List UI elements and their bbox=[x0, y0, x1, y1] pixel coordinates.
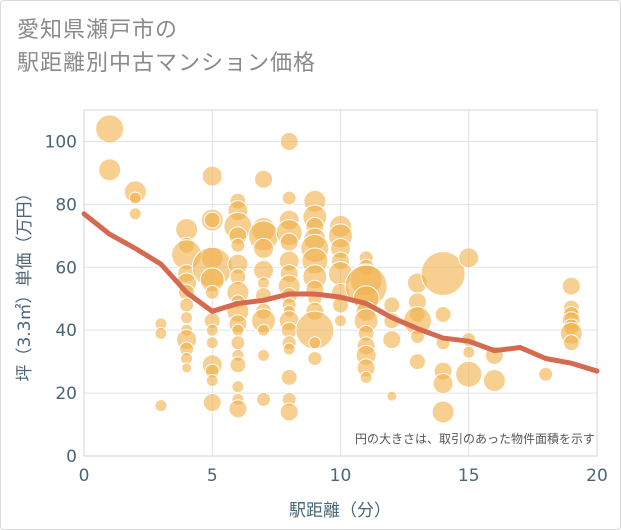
chart-title-line-2: 駅距離別中古マンション価格 bbox=[17, 51, 317, 76]
bubble-point-1 bbox=[98, 158, 122, 182]
bubble-point-132 bbox=[458, 247, 480, 269]
x-tick-labels: 0 5 10 15 20 bbox=[79, 466, 608, 486]
y-tick-labels: 0 20 40 60 80 100 bbox=[45, 132, 77, 467]
bubble-size-note: 円の大きさは、取引のあった物件面積を示す bbox=[355, 431, 595, 446]
bubble-point-135 bbox=[455, 360, 483, 388]
bubble-point-80 bbox=[280, 368, 298, 386]
bubble-point-134 bbox=[462, 345, 476, 359]
bubble-point-116 bbox=[383, 296, 401, 314]
bubble-point-39 bbox=[230, 237, 246, 253]
y-tick-label-2: 40 bbox=[55, 321, 77, 341]
bubble-point-127 bbox=[434, 305, 452, 323]
bubble-point-53 bbox=[254, 169, 274, 189]
y-tick-label-4: 80 bbox=[55, 195, 77, 215]
bubble-point-33 bbox=[205, 374, 219, 388]
bubble-point-66 bbox=[281, 190, 297, 206]
chart-title-line-1: 愛知県瀬戸市の bbox=[17, 18, 179, 43]
bubble-point-6 bbox=[154, 326, 168, 340]
y-tick-label-1: 20 bbox=[55, 384, 77, 404]
bubble-point-15 bbox=[180, 311, 194, 325]
bubble-layer bbox=[95, 114, 583, 424]
x-tick-label-3: 15 bbox=[458, 466, 480, 486]
bubble-point-4 bbox=[128, 207, 142, 221]
bubble-point-20 bbox=[181, 362, 193, 374]
bubble-point-56 bbox=[253, 237, 275, 259]
bubble-point-52 bbox=[228, 399, 248, 419]
bubble-point-130 bbox=[432, 373, 454, 395]
bubble-point-126 bbox=[420, 251, 466, 297]
bubble-point-7 bbox=[154, 399, 168, 413]
bubble-point-27 bbox=[204, 284, 220, 300]
bubble-point-79 bbox=[282, 342, 296, 356]
bubble-point-21 bbox=[201, 165, 223, 187]
bubble-point-46 bbox=[231, 323, 245, 337]
chart-title: 愛知県瀬戸市の 駅距離別中古マンション価格 bbox=[17, 14, 316, 80]
bubble-point-118 bbox=[382, 330, 402, 350]
bubble-point-145 bbox=[562, 334, 580, 352]
bubble-point-62 bbox=[257, 323, 271, 337]
y-axis-label: 坪（3.3㎡）単価（万円） bbox=[15, 184, 35, 381]
bubble-point-14 bbox=[179, 297, 195, 313]
bubble-point-131 bbox=[431, 400, 455, 424]
bubble-point-30 bbox=[205, 336, 219, 350]
bubble-point-119 bbox=[386, 390, 398, 402]
plot-border bbox=[83, 109, 598, 457]
bubble-point-0 bbox=[95, 114, 125, 144]
bubble-point-64 bbox=[256, 391, 272, 407]
x-tick-label-0: 0 bbox=[79, 466, 90, 486]
y-tick-label-5: 100 bbox=[45, 132, 77, 152]
bubble-point-137 bbox=[482, 369, 506, 393]
bubble-point-49 bbox=[229, 356, 247, 374]
x-tick-label-2: 10 bbox=[330, 466, 352, 486]
bubble-point-34 bbox=[202, 393, 222, 413]
bubble-point-94 bbox=[308, 336, 322, 350]
bubble-point-3 bbox=[128, 191, 142, 205]
bubble-point-125 bbox=[408, 353, 426, 371]
x-tick-label-1: 5 bbox=[207, 466, 218, 486]
bubble-point-65 bbox=[279, 131, 299, 151]
bubble-point-63 bbox=[257, 348, 271, 362]
trend-line-layer bbox=[81, 211, 600, 374]
x-axis-label: 駅距離（分） bbox=[289, 501, 391, 521]
bubble-point-23 bbox=[203, 211, 221, 229]
bubble-point-82 bbox=[279, 402, 299, 422]
y-tick-label-0: 0 bbox=[66, 447, 77, 467]
y-tick-label-3: 60 bbox=[55, 258, 77, 278]
bubble-point-103 bbox=[334, 314, 347, 328]
bubble-point-95 bbox=[307, 350, 323, 366]
x-tick-label-4: 20 bbox=[586, 466, 608, 486]
bubble-point-29 bbox=[205, 323, 219, 337]
bubble-point-47 bbox=[230, 335, 246, 351]
bubble-point-115 bbox=[359, 370, 373, 384]
trend-line bbox=[81, 211, 600, 374]
bubble-point-138 bbox=[538, 366, 554, 382]
bubble-point-69 bbox=[279, 232, 299, 252]
bubble-point-139 bbox=[561, 276, 581, 296]
bubble-point-50 bbox=[231, 380, 245, 394]
